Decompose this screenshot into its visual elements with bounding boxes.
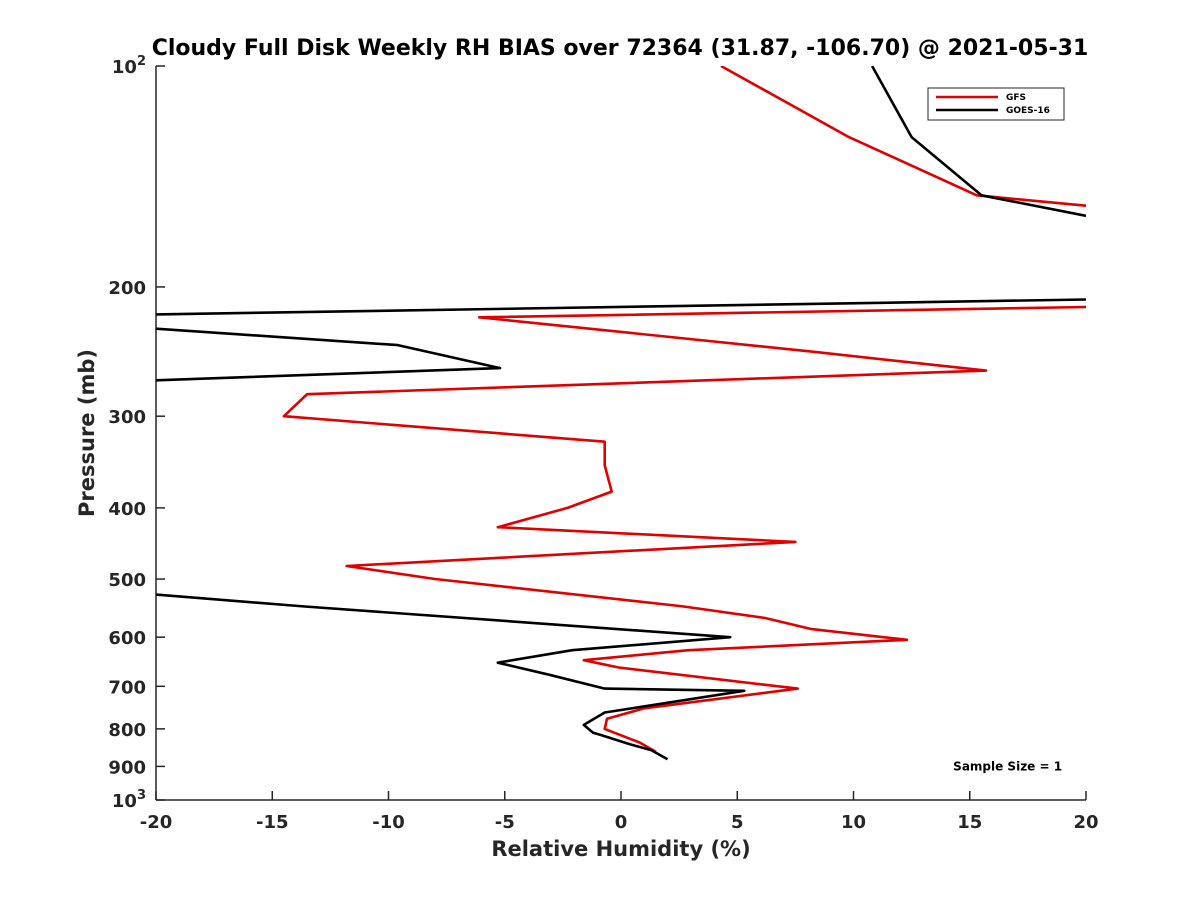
y-tick-label: 200 xyxy=(108,278,146,299)
y-tick-label: 800 xyxy=(108,720,146,741)
y-tick-label: 400 xyxy=(108,499,146,520)
series-line-goes-16 xyxy=(156,593,746,761)
chart-title: Cloudy Full Disk Weekly RH BIAS over 723… xyxy=(152,36,1089,61)
series-line-gfs xyxy=(720,66,1086,207)
x-tick-label: -20 xyxy=(140,812,173,833)
legend-label-gfs: GFS xyxy=(1006,93,1026,103)
legend: GFS GOES-16 xyxy=(927,87,1065,121)
sample-size-annotation: Sample Size = 1 xyxy=(953,759,1062,773)
legend-label-goes-16: GOES-16 xyxy=(1006,106,1050,116)
x-tick-label: 20 xyxy=(1073,812,1098,833)
series-line-goes-16 xyxy=(156,327,502,382)
y-tick-label: 103 xyxy=(112,788,146,812)
x-tick-label: -10 xyxy=(372,812,405,833)
y-tick-label: 300 xyxy=(108,407,146,428)
y-axis-label: Pressure (mb) xyxy=(75,349,99,517)
y-tick-label: 102 xyxy=(112,54,146,78)
plot-area: -20 -15 -10 -5 0 5 10 15 20 102 200 300 400 500 600 700… xyxy=(108,54,1098,833)
y-tick-label: 600 xyxy=(108,628,146,649)
x-tick-label: 0 xyxy=(615,812,628,833)
x-tick-label: -15 xyxy=(256,812,289,833)
legend-box xyxy=(927,87,1065,121)
series-line-gfs xyxy=(282,305,1086,754)
y-tick-label: 700 xyxy=(108,677,146,698)
y-tick-label: 900 xyxy=(108,757,146,778)
x-tick-label: 10 xyxy=(841,812,866,833)
x-axis-label: Relative Humidity (%) xyxy=(491,837,750,861)
series-line-goes-16 xyxy=(870,66,1086,218)
y-tick-label: 500 xyxy=(108,570,146,591)
x-tick-label: -5 xyxy=(495,812,515,833)
x-tick-label: 15 xyxy=(957,812,982,833)
series-line-goes-16 xyxy=(156,298,1086,316)
x-tick-label: 5 xyxy=(731,812,744,833)
